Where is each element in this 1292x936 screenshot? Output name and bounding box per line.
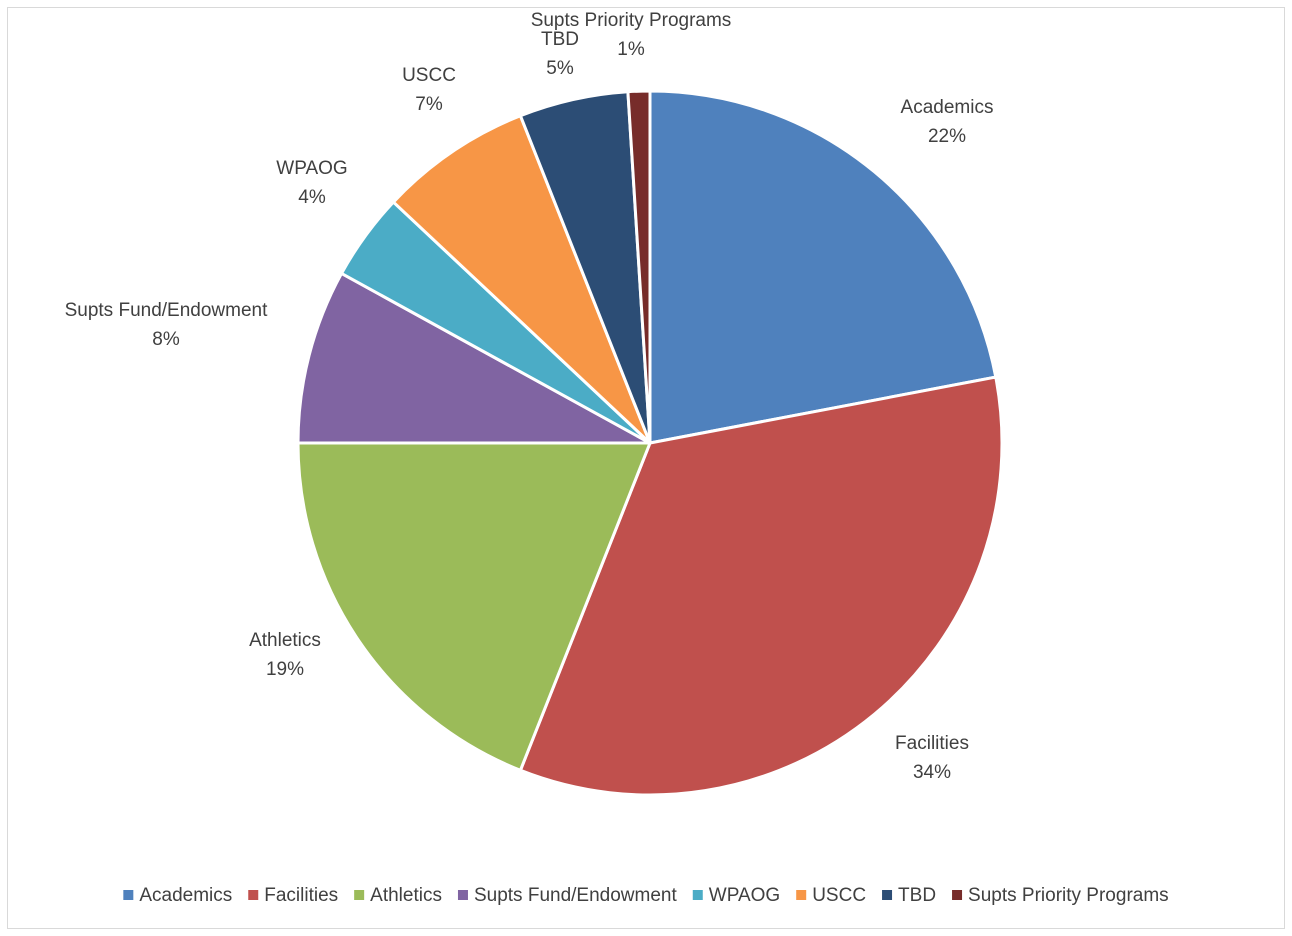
legend-label-uscc: USCC <box>812 885 866 906</box>
data-label-uscc: USCC 7% <box>402 65 456 115</box>
data-label-percent: 7% <box>415 94 443 115</box>
legend-swatch-uscc <box>796 890 806 900</box>
legend-label-facilities: Facilities <box>264 885 338 906</box>
data-label-percent: 4% <box>298 187 326 208</box>
data-label-category: TBD <box>541 29 579 50</box>
data-label-category: WPAOG <box>276 158 347 179</box>
data-label-facilities: Facilities 34% <box>895 733 969 783</box>
data-label-category: Facilities <box>895 733 969 754</box>
legend-swatch-supts-fund-endowment <box>458 890 468 900</box>
data-label-percent: 19% <box>266 659 304 680</box>
data-label-percent: 1% <box>617 39 645 60</box>
data-label-academics: Academics 22% <box>901 97 994 147</box>
legend-label-athletics: Athletics <box>370 885 442 906</box>
legend-swatch-supts-priority-programs <box>952 890 962 900</box>
legend-label-wpaog: WPAOG <box>709 885 780 906</box>
data-label-category: Supts Fund/Endowment <box>65 300 269 321</box>
data-label-percent: 5% <box>546 58 574 79</box>
legend-label-supts-fund-endowment: Supts Fund/Endowment <box>474 885 678 906</box>
data-label-tbd: TBD 5% <box>541 29 579 79</box>
legend-swatch-facilities <box>248 890 258 900</box>
data-label-percent: 8% <box>152 329 180 350</box>
data-label-category: USCC <box>402 65 456 86</box>
data-label-supts-fund-endowment: Supts Fund/Endowment 8% <box>65 300 269 350</box>
legend-swatch-tbd <box>882 890 892 900</box>
legend-swatch-athletics <box>354 890 364 900</box>
pie-slices <box>298 91 1002 795</box>
legend: Academics Facilities Athletics Supts Fund/E… <box>123 885 1168 906</box>
legend-swatch-wpaog <box>693 890 703 900</box>
legend-label-tbd: TBD <box>898 885 936 906</box>
data-label-category: Academics <box>901 97 994 118</box>
legend-label-academics: Academics <box>139 885 232 906</box>
data-label-percent: 34% <box>913 762 951 783</box>
data-label-athletics: Athletics 19% <box>249 630 321 680</box>
data-label-category: Supts Priority Programs <box>531 10 732 31</box>
data-label-category: Athletics <box>249 630 321 651</box>
data-label-percent: 22% <box>928 126 966 147</box>
legend-swatch-academics <box>123 890 133 900</box>
data-label-wpaog: WPAOG 4% <box>276 158 347 208</box>
legend-label-supts-priority-programs: Supts Priority Programs <box>968 885 1169 906</box>
